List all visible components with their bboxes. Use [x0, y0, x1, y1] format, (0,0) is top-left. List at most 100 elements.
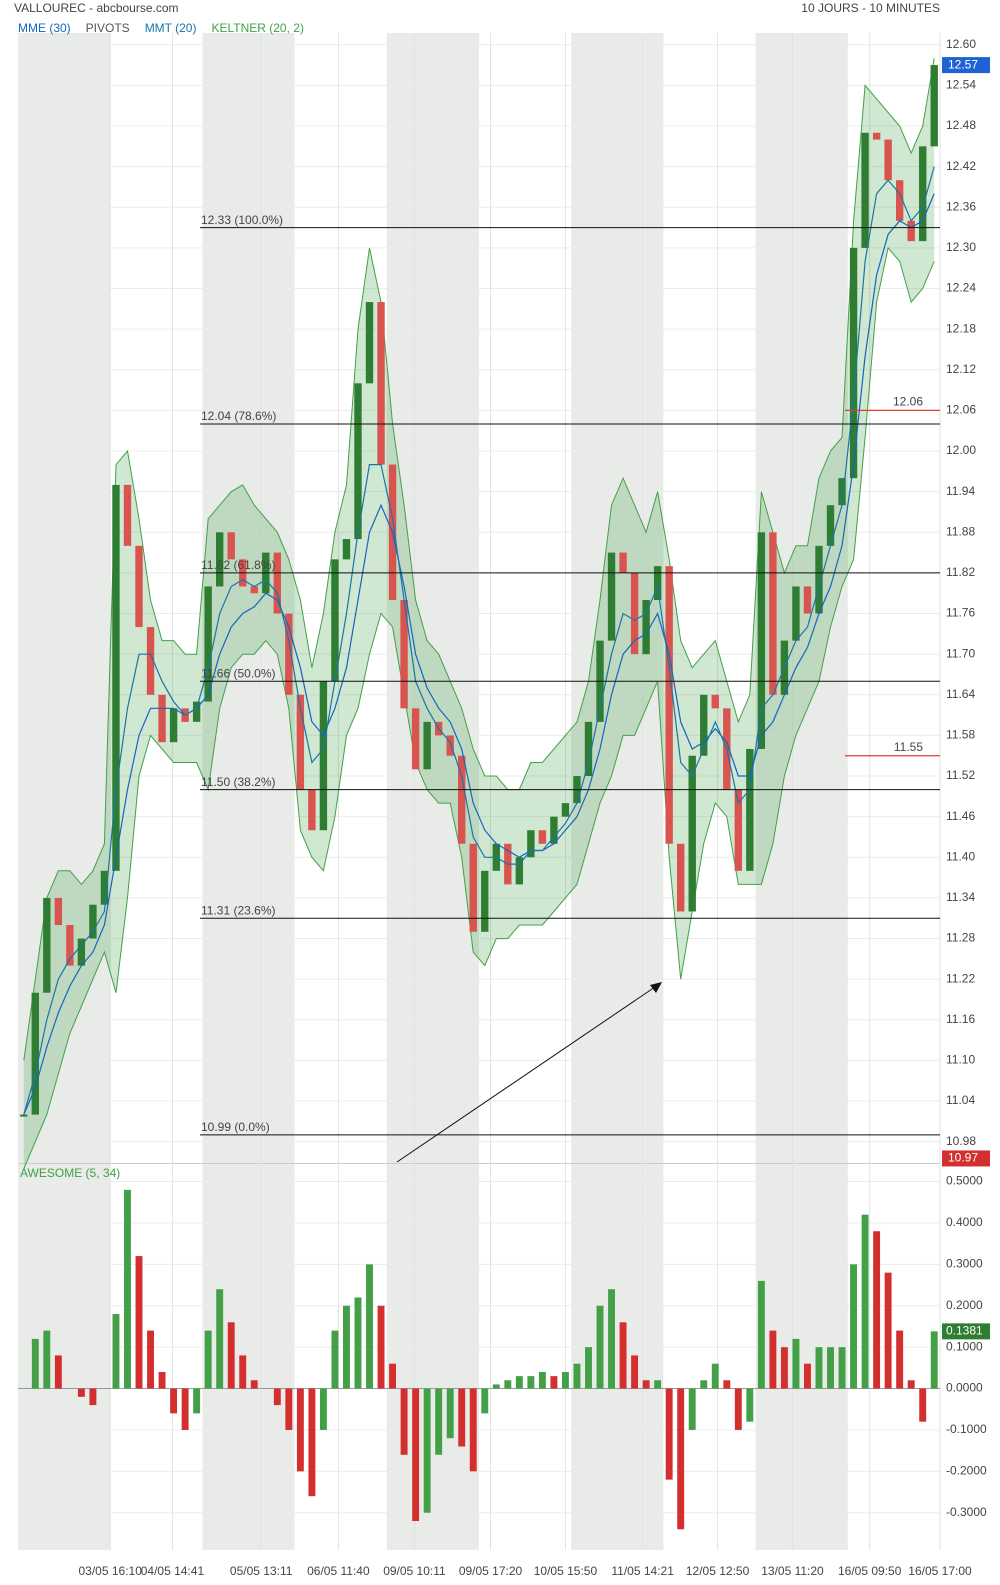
bar [780, 1347, 788, 1389]
y-tick-label: 12.48 [946, 118, 976, 132]
candle [43, 897, 51, 993]
y-tick-label: 0.2000 [946, 1298, 983, 1312]
x-tick-label: 12/05 12:50 [686, 1564, 750, 1578]
x-tick-label: 11/05 14:21 [611, 1564, 674, 1578]
candle [757, 532, 766, 749]
candle [481, 870, 489, 932]
plot-layer: 12.06 11.55 [20, 58, 940, 1530]
bar [89, 1388, 97, 1406]
candle [907, 220, 915, 242]
bar [204, 1330, 212, 1389]
candle [377, 302, 385, 465]
legend-entry: PIVOTS [86, 21, 130, 35]
candle [423, 721, 431, 770]
candle [538, 830, 547, 844]
candle [100, 870, 109, 905]
x-tick-label: 09/05 17:20 [459, 1564, 523, 1578]
y-tick-label: 12.18 [946, 321, 976, 335]
bar [573, 1363, 581, 1389]
bar [135, 1256, 143, 1389]
bar [147, 1330, 154, 1389]
y-tick-label: 11.28 [946, 931, 975, 945]
chart-subtitle: 10 JOURS - 10 MINUTES [801, 1, 940, 15]
min-price-label: 10.97 [948, 1151, 978, 1165]
candle [54, 897, 63, 926]
bar [665, 1388, 673, 1480]
session-shade [571, 33, 664, 1550]
y-tick-label: 11.10 [946, 1053, 975, 1067]
y-tick-label: 11.22 [946, 971, 975, 985]
bar [608, 1289, 615, 1389]
candle [365, 302, 374, 384]
candle [273, 552, 282, 614]
bar [873, 1231, 881, 1389]
bar [919, 1388, 927, 1422]
bar [827, 1347, 834, 1389]
candle [411, 708, 420, 770]
fibonacci-label: 10.99 (0.0%) [201, 1120, 270, 1134]
y-tick-label: 11.04 [946, 1093, 975, 1107]
y-tick-label: 12.54 [946, 78, 976, 92]
y-tick-label: 11.40 [946, 849, 975, 863]
bar [550, 1376, 558, 1389]
bar [746, 1388, 754, 1422]
candle [458, 755, 466, 844]
candle [734, 789, 743, 871]
bar [366, 1264, 373, 1389]
bar [124, 1189, 131, 1389]
chart-title: VALLOUREC - abcbourse.com [14, 1, 179, 15]
bar [907, 1380, 915, 1389]
x-tick-label: 06/05 11:40 [307, 1564, 370, 1578]
bar [296, 1388, 304, 1472]
y-tick-label: 0.0000 [946, 1381, 983, 1395]
bar [77, 1388, 85, 1397]
candle [296, 694, 305, 790]
y-tick-label: 11.94 [946, 484, 975, 498]
y-tick-label: 0.3000 [946, 1257, 983, 1271]
bar [423, 1388, 431, 1513]
y-tick-label: 11.16 [946, 1012, 975, 1026]
y-tick-label: 10.98 [946, 1134, 976, 1148]
bar [585, 1347, 592, 1389]
x-tick-label: 05/05 13:11 [230, 1564, 293, 1578]
candle [861, 132, 869, 248]
bar [481, 1388, 489, 1414]
candle [308, 789, 316, 831]
bar [515, 1376, 523, 1389]
legend-entry: KELTNER (20, 2) [211, 21, 303, 35]
bar [723, 1380, 731, 1389]
moving-average [23, 193, 935, 1115]
candle [769, 532, 777, 695]
moving-average [23, 166, 935, 1115]
x-tick-label: 10/05 15:50 [534, 1564, 598, 1578]
candle [838, 478, 846, 506]
bar [193, 1388, 201, 1414]
bar [504, 1380, 512, 1389]
keltner-upper [23, 58, 935, 1061]
annotation-arrow [396, 986, 656, 1163]
bar [677, 1388, 685, 1530]
candle [688, 755, 696, 912]
candle [584, 721, 593, 777]
candle [630, 572, 639, 655]
background-layer [18, 33, 941, 1550]
candle [792, 586, 800, 641]
candle [250, 586, 258, 594]
candle [746, 748, 754, 871]
bar [319, 1388, 327, 1430]
bar [688, 1388, 696, 1430]
bar [838, 1347, 846, 1389]
candle [930, 65, 938, 147]
candle [469, 843, 477, 932]
bar [216, 1289, 224, 1389]
bar [469, 1388, 477, 1472]
bar [884, 1272, 892, 1389]
y-tick-label: 11.82 [946, 565, 975, 579]
bar [158, 1371, 166, 1389]
bar [285, 1388, 293, 1430]
y-tick-label: 0.5000 [946, 1174, 983, 1188]
candle [89, 904, 97, 939]
candle [446, 735, 454, 756]
candle [815, 545, 823, 614]
